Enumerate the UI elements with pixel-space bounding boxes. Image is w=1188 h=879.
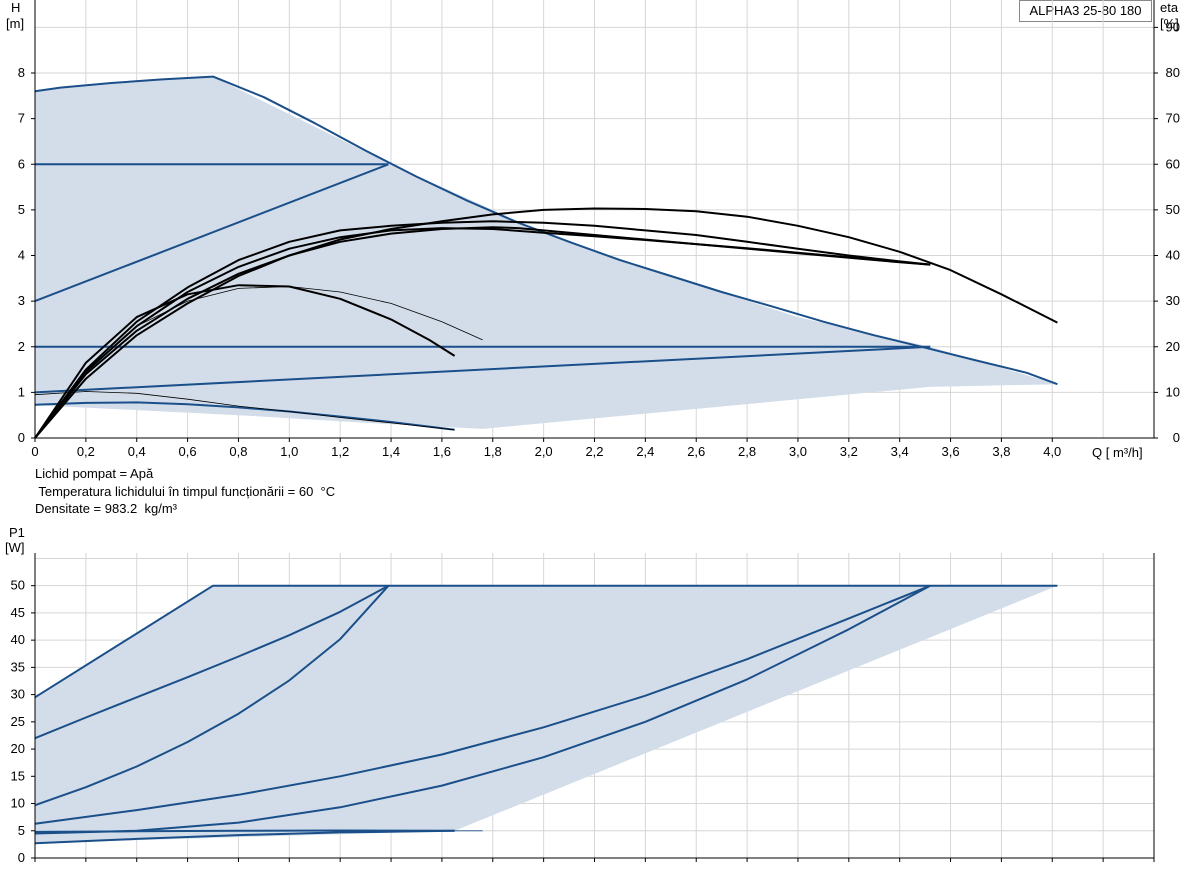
head-x-tick-label: 2,4 <box>636 444 654 459</box>
power-y-tick-label: 50 <box>11 578 25 593</box>
power-series-0-line <box>34 584 1058 699</box>
head-x-tick-label: 1,0 <box>280 444 298 459</box>
head-series-10-line <box>34 284 456 439</box>
power-series-3-line <box>34 584 931 825</box>
head-axis-label: H <box>11 0 20 15</box>
power-series-5-line <box>34 829 455 833</box>
head-x-tick-label: 3,2 <box>840 444 858 459</box>
head-y2-tick-label: 80 <box>1166 65 1180 80</box>
power-y-tick-label: 25 <box>11 714 25 729</box>
head-y-tick-label: 4 <box>18 248 25 263</box>
head-y-tick-label: 5 <box>18 202 25 217</box>
head-x-tick-label: 3,8 <box>992 444 1010 459</box>
info-temperature: Temperatura lichidului în timpul funcțio… <box>35 484 336 499</box>
head-y-tick-label: 7 <box>18 111 25 126</box>
head-x-tick-label: 1,4 <box>382 444 400 459</box>
head-x-tick-label: 0,2 <box>77 444 95 459</box>
head-y-tick-label: 6 <box>18 156 25 171</box>
info-density: Densitate = 983.2 kg/m³ <box>35 501 177 516</box>
head-y2-tick-label: 0 <box>1173 430 1180 445</box>
head-y-tick-label: 3 <box>18 293 25 308</box>
power-y-tick-label: 20 <box>11 741 25 756</box>
power-series-4-line <box>34 584 931 835</box>
head-x-tick-label: 2,0 <box>535 444 553 459</box>
head-x-tick-label: 2,8 <box>738 444 756 459</box>
head-y2-tick-label: 10 <box>1166 384 1180 399</box>
head-series-6-line <box>34 207 1058 439</box>
head-x-tick-label: 1,6 <box>433 444 451 459</box>
head-x-tick-label: 2,6 <box>687 444 705 459</box>
top-chart-series <box>34 75 1058 439</box>
power-y-tick-label: 40 <box>11 632 25 647</box>
head-x-tick-label: 0 <box>31 444 38 459</box>
power-y-tick-label: 30 <box>11 687 25 702</box>
power-operating-region-area <box>35 585 1058 844</box>
head-y-tick-label: 8 <box>18 65 25 80</box>
head-series-7-line <box>34 220 931 439</box>
head-y-tick-label: 1 <box>18 384 25 399</box>
head-axis-unit: [m] <box>6 16 24 31</box>
head-series-4-line <box>34 345 931 394</box>
power-y-tick-label: 35 <box>11 659 25 674</box>
head-y2-tick-label: 90 <box>1166 19 1180 34</box>
power-y-tick-label: 5 <box>18 823 25 838</box>
power-series-2-line <box>34 585 390 807</box>
power-axis-label: P1 <box>9 525 25 540</box>
head-y2-tick-label: 20 <box>1166 339 1180 354</box>
head-series-11-line <box>34 286 483 439</box>
head-y2-tick-label: 70 <box>1166 111 1180 126</box>
eta-axis-unit: [%] <box>1160 16 1179 31</box>
head-x-tick-label: 1,2 <box>331 444 349 459</box>
head-x-tick-label: 1,8 <box>484 444 502 459</box>
bottom-chart-axes: 0 5 10 15 20 25 30 35 40 45 50 <box>11 553 1155 865</box>
head-x-tick-label: 3,0 <box>789 444 807 459</box>
bottom-chart-series <box>34 584 1058 845</box>
head-x-tick-label: 3,6 <box>942 444 960 459</box>
head-y2-tick-label: 30 <box>1166 293 1180 308</box>
head-x-tick-label: 3,4 <box>891 444 909 459</box>
head-y2-tick-label: 60 <box>1166 156 1180 171</box>
power-y-tick-label: 10 <box>11 796 25 811</box>
head-series-5-line <box>34 401 455 431</box>
power-axis-unit: [W] <box>5 540 25 555</box>
power-series-6-line <box>34 829 455 845</box>
flow-axis-label: Q [ m³/h] <box>1092 445 1143 460</box>
power-series-1-line <box>34 584 389 740</box>
head-y-tick-label: 2 <box>18 339 25 354</box>
power-y-tick-label: 15 <box>11 768 25 783</box>
eta-axis-label: eta <box>1160 0 1179 15</box>
info-fluid: Lichid pompat = Apă <box>35 466 154 481</box>
head-y2-tick-label: 50 <box>1166 202 1180 217</box>
head-x-tick-label: 0,6 <box>179 444 197 459</box>
head-y-tick-label: 0 <box>18 430 25 445</box>
power-y-tick-label: 0 <box>18 850 25 865</box>
head-y2-tick-label: 40 <box>1166 248 1180 263</box>
head-x-tick-label: 0,4 <box>128 444 146 459</box>
head-x-tick-label: 4,0 <box>1043 444 1061 459</box>
head-x-tick-label: 2,2 <box>585 444 603 459</box>
bottom-operating-region <box>35 585 1058 844</box>
power-y-tick-label: 45 <box>11 605 25 620</box>
head-x-tick-label: 0,8 <box>229 444 247 459</box>
head-series-12-line <box>34 391 455 431</box>
head-series-2-line <box>34 163 389 303</box>
